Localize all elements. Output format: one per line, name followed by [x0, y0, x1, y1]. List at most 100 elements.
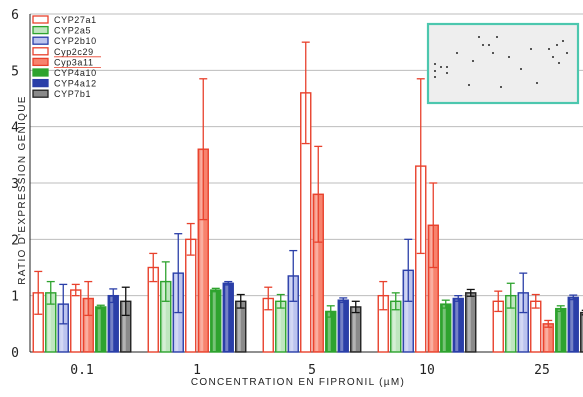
x-tick-label: 1 — [193, 363, 201, 378]
inset-dot — [440, 66, 442, 68]
bar-group — [45, 280, 57, 353]
x-tick-label: 25 — [534, 363, 550, 378]
y-tick-label: 0 — [11, 346, 19, 361]
inset-dot — [482, 44, 484, 46]
bar-shine — [442, 305, 446, 351]
legend-item: CYP27a1 — [32, 15, 97, 25]
inset-dot — [488, 44, 490, 46]
bar-shine — [237, 302, 241, 351]
legend-item: CYP2b10 — [32, 36, 97, 46]
inset-dot — [446, 72, 448, 74]
bar-shine — [85, 299, 89, 351]
y-tick-labels: 0 1 2 3 4 5 6 — [11, 8, 19, 361]
legend-swatch — [32, 68, 49, 77]
inset-dot — [508, 56, 510, 58]
bar-group — [402, 238, 414, 353]
legend-label: CYP27a1 — [54, 15, 97, 25]
inset-dot — [520, 68, 522, 70]
bar-shine — [455, 299, 459, 351]
inset-dot — [500, 86, 502, 88]
bar-shine — [72, 291, 76, 351]
bar-shine — [340, 301, 344, 351]
bar-shine — [545, 324, 549, 351]
bar-group — [312, 145, 324, 353]
bar-shine — [405, 271, 409, 351]
bar-group — [172, 233, 184, 353]
legend-swatch — [32, 25, 49, 35]
inset-dot — [434, 70, 436, 72]
legend-label: CYP4a12 — [54, 79, 97, 89]
bar-shine — [47, 293, 51, 351]
bar-group — [57, 283, 69, 353]
bar-group — [390, 292, 402, 353]
legend-label: CYP2b10 — [54, 36, 97, 46]
bar-shine — [110, 296, 114, 351]
bar-shine — [35, 293, 39, 351]
bar-shine — [532, 302, 536, 351]
bar-group — [427, 182, 439, 353]
bar-shine — [430, 226, 434, 351]
bar-group — [567, 294, 579, 353]
bar-group — [542, 319, 554, 353]
x-axis-title: CONCENTRATION EN FIPRONIL (µM) — [191, 377, 405, 388]
bar-shine — [507, 296, 511, 351]
bar-shine — [392, 302, 396, 351]
inset-dot — [558, 62, 560, 64]
y-tick-label: 5 — [11, 64, 19, 79]
inset-dot — [468, 84, 470, 86]
bar-shine — [520, 293, 524, 351]
bar-group — [465, 288, 477, 353]
bar-group — [32, 270, 44, 353]
legend-swatch — [32, 36, 49, 45]
bar-shine — [417, 167, 421, 351]
y-tick-label: 6 — [11, 8, 19, 23]
inset-array-image — [426, 22, 580, 105]
legend-item: Cyp2c29 — [32, 47, 101, 58]
bar-group — [197, 78, 209, 353]
bar-group — [210, 287, 222, 353]
bar-group — [452, 295, 464, 353]
bar-shine — [187, 240, 191, 351]
legend-swatch — [32, 57, 49, 67]
bar-shine — [162, 282, 166, 351]
bar-group — [120, 286, 132, 353]
inset-dot — [434, 63, 436, 65]
inset-dot — [548, 48, 550, 50]
inset-dot — [492, 52, 494, 54]
bar-group — [275, 293, 287, 353]
bar-shine — [122, 302, 126, 351]
bar-shine — [277, 302, 281, 351]
x-tick-label: 10 — [419, 363, 435, 378]
legend-label: Cyp2c29 — [54, 47, 94, 57]
bar-shine — [380, 296, 384, 351]
inset-dot — [472, 60, 474, 62]
bar-shine — [290, 276, 294, 351]
inset-dot — [536, 82, 538, 84]
legend-swatch — [32, 78, 49, 88]
bar-shine — [97, 307, 101, 351]
legend-label: CYP7b1 — [54, 89, 91, 99]
bar-group — [82, 280, 94, 353]
bar-shine — [352, 307, 356, 351]
y-tick-label: 3 — [11, 177, 19, 192]
x-tick-labels: 0.1 1 5 10 25 — [70, 363, 550, 378]
inset-dot — [446, 66, 448, 68]
bar-group — [337, 297, 349, 353]
bar-group — [377, 280, 389, 353]
bar-group — [555, 305, 567, 353]
bar-shine — [60, 305, 64, 351]
bar-group — [300, 41, 312, 353]
legend-item: CYP4a12 — [32, 78, 97, 89]
bar-shine — [327, 312, 331, 351]
bar-shine — [265, 299, 269, 351]
bar-group — [415, 78, 427, 353]
inset-dot — [562, 40, 564, 42]
bar-group — [350, 300, 362, 353]
y-tick-label: 4 — [11, 121, 19, 136]
legend-swatch — [32, 15, 49, 24]
inset-dot — [530, 48, 532, 50]
inset-dot — [496, 36, 498, 38]
legend-item: CYP4a10 — [32, 68, 96, 78]
inset-dot — [434, 76, 436, 78]
